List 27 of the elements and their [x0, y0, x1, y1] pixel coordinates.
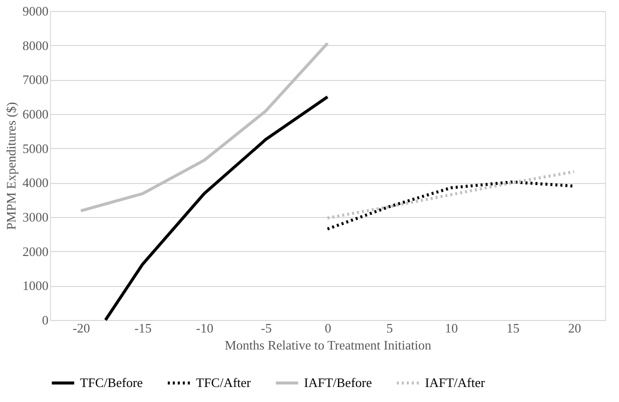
y-tick-label: 6000 [22, 106, 48, 122]
y-tick-label: 8000 [22, 38, 48, 53]
x-tick-label: 15 [506, 320, 520, 336]
y-tick-label: 2000 [22, 244, 48, 259]
x-tick-label: -10 [196, 320, 214, 336]
x-tick-label: -20 [72, 320, 90, 336]
legend-label: IAFT/Before [304, 375, 372, 390]
y-tick-label: 9000 [22, 4, 48, 18]
y-tick-label: 7000 [22, 72, 48, 88]
y-tick-label: 1000 [22, 278, 48, 294]
legend-label: IAFT/After [425, 375, 486, 390]
x-axis-title: Months Relative to Treatment Initiation [224, 338, 432, 352]
x-tick-label: 5 [386, 320, 393, 336]
y-tick-label: 5000 [22, 140, 48, 156]
y-tick-label: 3000 [22, 210, 48, 224]
y-tick-label: 4000 [22, 175, 48, 190]
legend-label: TFC/Before [80, 375, 144, 390]
y-axis-title: PMPM Expenditures ($) [4, 102, 18, 230]
x-tick-label: 20 [568, 320, 582, 336]
line-series [104, 95, 329, 322]
x-tick-label: 10 [444, 320, 458, 336]
legend-label: TFC/After [196, 375, 252, 390]
line-series [79, 42, 329, 212]
line-series [326, 170, 576, 220]
x-tick-label: -5 [260, 320, 272, 336]
x-tick-label: 0 [324, 320, 332, 336]
x-tick-label: -15 [134, 320, 152, 336]
